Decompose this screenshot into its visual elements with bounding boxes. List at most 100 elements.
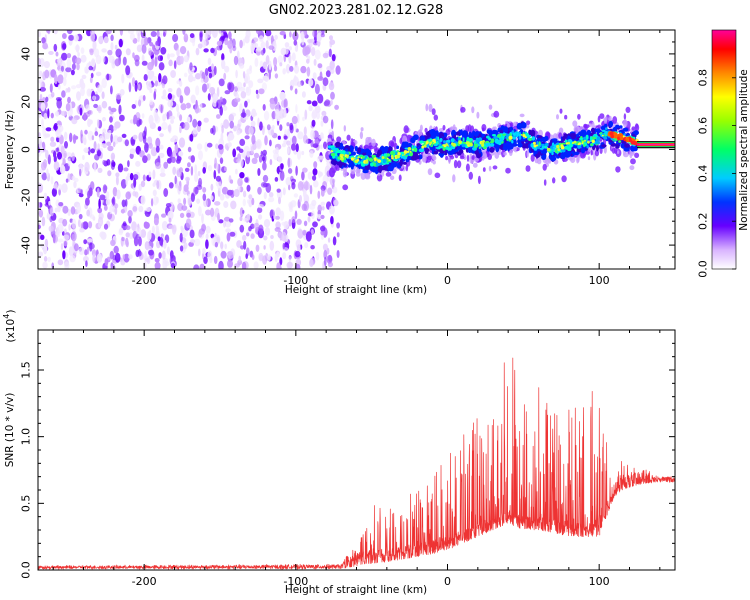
noise-blob	[56, 58, 62, 64]
noise-blob	[195, 73, 201, 80]
noise-blob	[217, 212, 220, 222]
noise-blob	[88, 65, 94, 71]
track-hotspot	[481, 141, 485, 145]
noise-blob	[127, 210, 133, 218]
noise-blob	[320, 225, 326, 232]
noise-blob	[118, 38, 123, 48]
noise-blob	[257, 186, 262, 195]
noise-blob	[336, 222, 340, 229]
noise-blob	[63, 150, 67, 159]
noise-blob	[140, 30, 146, 39]
noise-blob	[179, 212, 185, 218]
noise-blob	[243, 217, 248, 222]
track-halo	[425, 103, 429, 112]
noise-blob	[135, 160, 141, 167]
x-tick-label: -200	[132, 575, 157, 588]
noise-blob	[160, 167, 165, 174]
noise-blob	[150, 31, 157, 37]
track-hotspot	[432, 142, 435, 145]
x-tick-label: 0	[444, 575, 451, 588]
noise-blob	[294, 210, 298, 220]
noise-blob	[176, 169, 182, 178]
noise-blob	[147, 61, 154, 71]
noise-blob	[65, 178, 69, 183]
noise-blob	[213, 169, 217, 180]
track-core	[445, 139, 451, 144]
noise-blob	[103, 223, 109, 230]
noise-blob	[228, 31, 232, 40]
noise-blob	[227, 251, 234, 259]
track-hotspot	[403, 150, 408, 154]
noise-blob	[190, 193, 195, 202]
noise-blob	[110, 239, 116, 247]
noise-blob	[220, 250, 227, 259]
track-halo	[343, 125, 346, 132]
noise-blob	[239, 172, 245, 179]
track-core	[585, 134, 589, 140]
track-halo	[445, 155, 449, 161]
noise-blob	[291, 115, 298, 125]
noise-blob	[57, 259, 64, 266]
noise-blob	[115, 172, 120, 178]
noise-blob	[184, 72, 188, 78]
noise-blob	[294, 250, 301, 258]
track-hotspot	[386, 157, 389, 160]
noise-blob	[283, 47, 289, 55]
noise-blob	[88, 61, 92, 68]
noise-blob	[141, 30, 145, 33]
noise-blob	[194, 164, 198, 175]
track-halo	[427, 168, 433, 176]
noise-blob	[109, 250, 115, 260]
noise-blob	[121, 133, 127, 138]
noise-blob	[119, 227, 124, 234]
noise-blob	[213, 255, 218, 265]
track-core	[409, 151, 414, 157]
track-halo	[459, 155, 465, 160]
track-band	[413, 134, 419, 141]
track-core	[343, 159, 347, 163]
noise-blob	[157, 236, 161, 242]
track-hotspot	[601, 134, 604, 137]
noise-blob	[320, 229, 325, 236]
noise-blob	[113, 126, 117, 131]
track-tail	[613, 132, 618, 137]
noise-blob	[317, 93, 324, 104]
noise-blob	[64, 261, 70, 269]
noise-blob	[305, 137, 309, 144]
noise-blob	[248, 126, 254, 136]
noise-blob	[127, 160, 130, 168]
track-band	[541, 136, 547, 143]
track-hotspot	[350, 157, 355, 161]
track-core	[492, 134, 496, 137]
noise-blob	[275, 207, 281, 217]
noise-blob	[220, 132, 224, 142]
noise-blob	[105, 30, 112, 35]
noise-blob	[135, 249, 140, 258]
noise-blob	[250, 120, 256, 127]
noise-blob	[77, 219, 81, 228]
track-core	[578, 137, 584, 140]
noise-blob	[178, 151, 184, 157]
noise-blob	[320, 188, 325, 197]
noise-blob	[196, 143, 203, 151]
noise-blob	[38, 57, 42, 66]
y-tick-label: 0.0	[20, 561, 33, 579]
noise-blob	[85, 260, 88, 268]
noise-blob	[309, 38, 315, 43]
noise-blob	[251, 157, 258, 164]
track-core	[597, 141, 600, 145]
noise-blob	[110, 85, 113, 95]
track-core	[359, 155, 365, 159]
track-halo	[604, 118, 607, 124]
track-halo	[453, 159, 458, 169]
noise-blob	[235, 69, 238, 79]
track-core	[489, 143, 495, 147]
noise-blob	[251, 254, 255, 260]
noise-blob	[129, 172, 134, 181]
noise-blob	[281, 231, 287, 242]
noise-blob	[55, 147, 59, 152]
noise-blob	[96, 187, 100, 198]
noise-blob	[152, 44, 155, 51]
noise-blob	[152, 182, 156, 187]
track-halo	[623, 152, 629, 158]
